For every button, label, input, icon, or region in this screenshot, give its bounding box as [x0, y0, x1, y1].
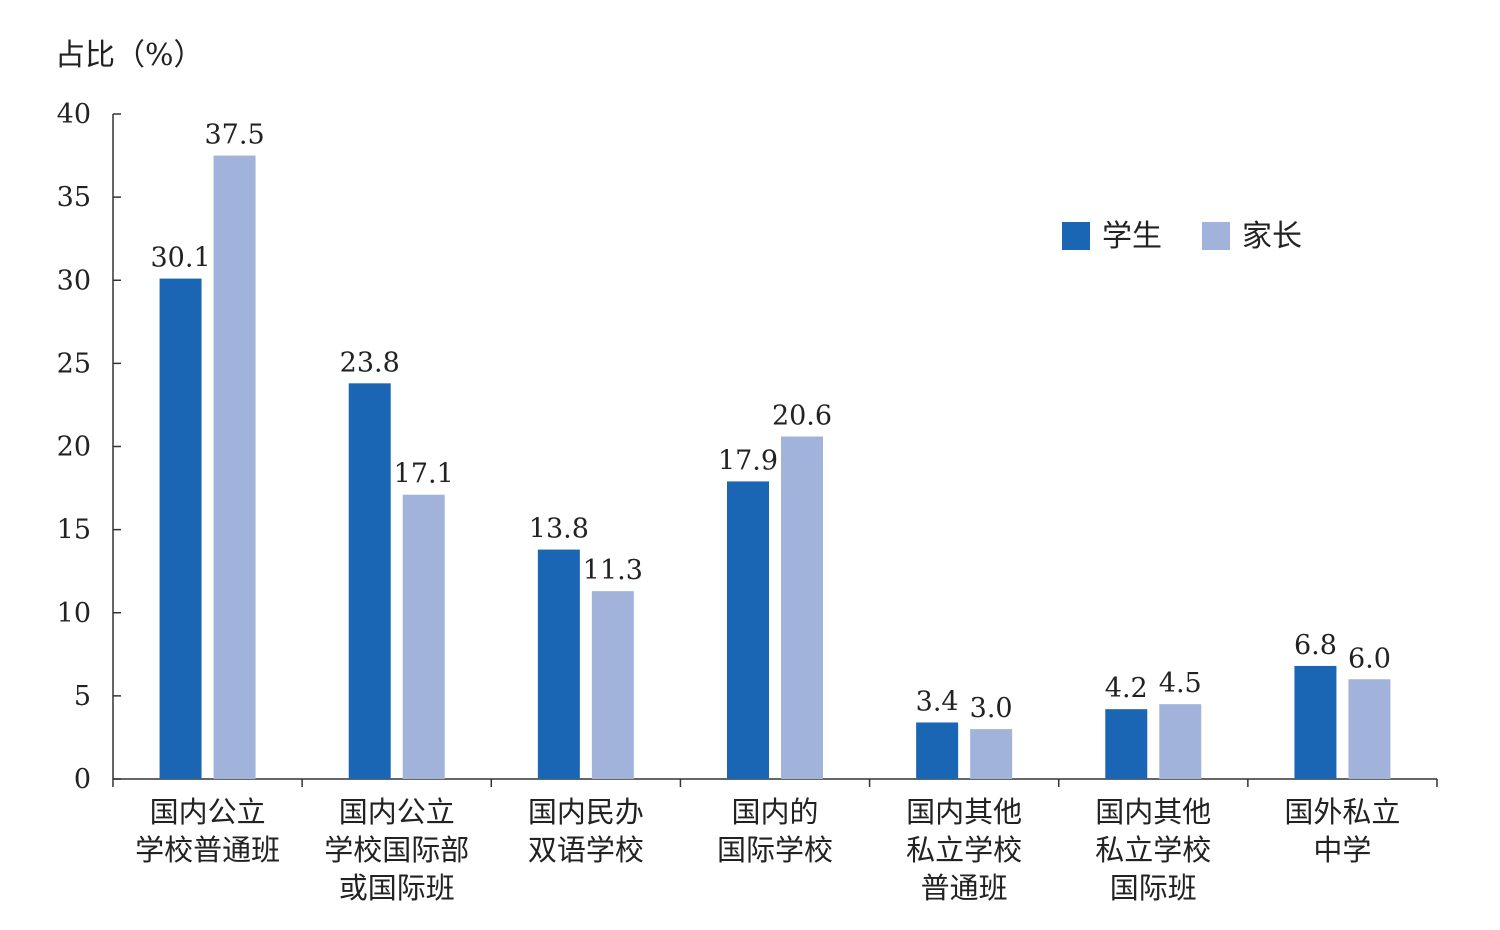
y-axis-ticks: 0 5 10 15 20 25 30 35 40: [57, 99, 121, 795]
bar-parent: [1348, 679, 1391, 779]
bar-student: [348, 383, 391, 779]
y-tick-label: 40: [57, 99, 91, 130]
legend-swatch: [1062, 222, 1090, 250]
bar-student: [727, 481, 769, 779]
bar-parent: [1159, 704, 1202, 779]
y-tick-label: 0: [74, 764, 91, 795]
bar-parent: [970, 729, 1013, 779]
data-label: 13.8: [529, 514, 589, 545]
value-labels: 30.1 37.5 23.8 17.1 13.8 11.3 17.9 20.6 3.4 3.0 4.…: [151, 120, 1391, 725]
data-label: 3.0: [970, 693, 1013, 724]
data-label: 4.2: [1105, 673, 1148, 704]
data-label: 37.5: [205, 120, 265, 151]
category-label: 国内的: [731, 795, 818, 829]
y-tick-label: 10: [57, 598, 91, 629]
category-label: 国际学校: [717, 833, 833, 867]
legend: 学生 家长: [1062, 219, 1302, 254]
bar-parent: [402, 494, 445, 779]
bars: [159, 155, 1391, 779]
category-label: 或国际班: [339, 871, 455, 905]
category-label: 国内公立: [339, 795, 455, 829]
bar-student: [537, 549, 580, 779]
data-label: 30.1: [151, 243, 211, 274]
y-tick-label: 25: [57, 348, 91, 379]
category-label: 私立学校: [906, 833, 1022, 867]
category-label: 学校普通班: [135, 833, 280, 867]
data-label: 17.9: [718, 445, 778, 476]
data-label: 20.6: [772, 401, 832, 432]
bar-student: [159, 278, 202, 779]
category-label: 国内公立: [150, 795, 266, 829]
bar-student: [1294, 665, 1337, 779]
category-label: 中学: [1313, 833, 1371, 867]
y-tick-label: 5: [74, 681, 91, 712]
data-label: 6.8: [1294, 630, 1337, 661]
bar-student: [916, 722, 959, 779]
category-label: 国外私立: [1284, 795, 1400, 829]
category-label: 国际班: [1110, 871, 1197, 905]
data-label: 3.4: [916, 686, 959, 717]
category-label: 国内其他: [1095, 795, 1211, 829]
category-label: 学校国际部: [324, 833, 469, 867]
data-label: 6.0: [1348, 643, 1391, 674]
legend-label: 家长: [1242, 219, 1302, 254]
bar-student: [1105, 709, 1148, 779]
data-label: 11.3: [583, 555, 643, 586]
y-axis-title: 占比（%）: [55, 38, 204, 73]
y-tick-label: 20: [57, 432, 91, 463]
category-label: 双语学校: [528, 833, 644, 867]
data-label: 4.5: [1159, 668, 1202, 699]
category-label: 普通班: [921, 871, 1008, 905]
category-label: 国内其他: [906, 795, 1022, 829]
category-label: 私立学校: [1095, 833, 1211, 867]
legend-swatch: [1202, 222, 1230, 250]
data-label: 23.8: [340, 347, 400, 378]
y-tick-label: 35: [57, 182, 91, 213]
legend-label: 学生: [1102, 219, 1162, 254]
bar-parent: [591, 591, 634, 779]
data-label: 17.1: [394, 459, 454, 490]
y-tick-label: 15: [57, 515, 91, 546]
bar-parent: [781, 436, 823, 779]
category-label: 国内民办: [528, 795, 644, 829]
y-tick-label: 30: [57, 265, 91, 296]
bar-parent: [213, 155, 256, 779]
